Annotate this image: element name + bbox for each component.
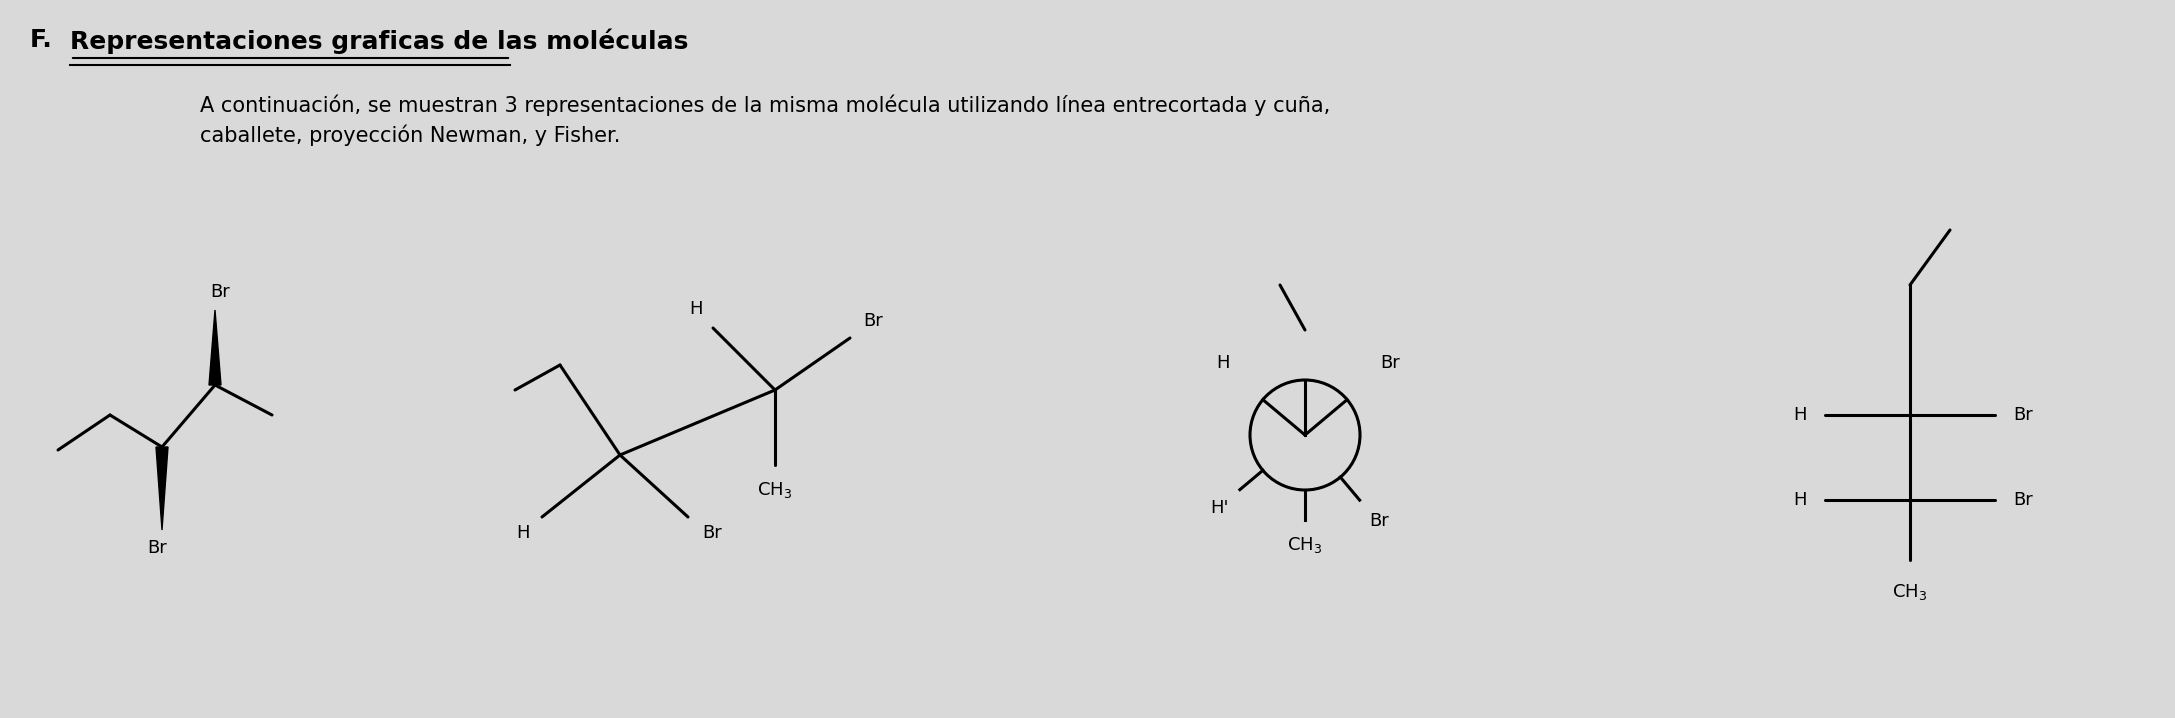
Text: caballete, proyección Newman, y Fisher.: caballete, proyección Newman, y Fisher.	[200, 125, 620, 146]
Text: H: H	[1794, 406, 1807, 424]
Text: Br: Br	[148, 539, 167, 557]
Text: CH$_3$: CH$_3$	[757, 480, 792, 500]
Text: F.: F.	[30, 28, 52, 52]
Text: A continuación, se muestran 3 representaciones de la misma molécula utilizando l: A continuación, se muestran 3 representa…	[200, 95, 1331, 116]
Text: CH$_3$: CH$_3$	[1288, 535, 1322, 555]
Text: Br: Br	[1381, 354, 1401, 372]
Text: Br: Br	[2014, 406, 2034, 424]
Text: CH$_3$: CH$_3$	[1892, 582, 1927, 602]
Text: H: H	[1216, 354, 1229, 372]
Text: H': H'	[1209, 499, 1229, 517]
Text: Br: Br	[1370, 512, 1390, 530]
Text: Representaciones graficas de las moléculas: Representaciones graficas de las molécul…	[70, 28, 687, 54]
Text: H: H	[1794, 491, 1807, 509]
Text: H: H	[689, 300, 703, 318]
Text: H: H	[515, 524, 531, 542]
Text: Br: Br	[703, 524, 722, 542]
Text: Br: Br	[2014, 491, 2034, 509]
Polygon shape	[209, 310, 222, 385]
Text: Br: Br	[863, 312, 883, 330]
Polygon shape	[157, 447, 167, 530]
Text: Br: Br	[211, 283, 231, 301]
